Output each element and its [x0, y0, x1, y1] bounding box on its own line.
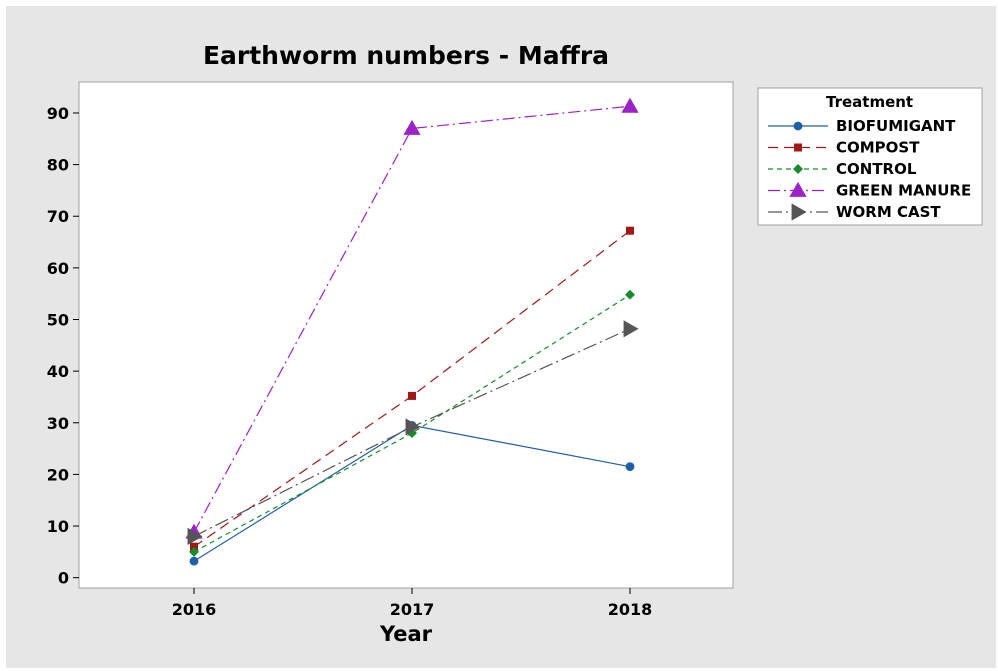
chart-figure: Earthworm numbers - Maffra 0 10 20 30 40 50 60…	[6, 6, 996, 668]
legend-marker	[789, 181, 807, 197]
series-compost	[190, 226, 634, 551]
x-tick-label: 2018	[608, 600, 653, 619]
data-point-green-manure	[403, 119, 421, 135]
data-point-worm-cast	[623, 320, 639, 338]
plot-area	[78, 81, 734, 589]
legend-marker	[793, 164, 803, 174]
series-group	[185, 97, 639, 566]
legend-label: WORM CAST	[836, 203, 941, 221]
y-tick-label: 10	[47, 517, 69, 536]
x-axis: 2016 2017 2018	[172, 588, 653, 619]
y-tick-label: 40	[47, 362, 69, 381]
legend-item-worm-cast: WORM CAST	[768, 203, 941, 221]
data-point-compost	[626, 226, 634, 235]
x-tick-label: 2017	[390, 600, 435, 619]
data-point-green-manure	[621, 97, 639, 113]
y-tick-label: 90	[47, 104, 69, 123]
legend-item-compost: COMPOST	[768, 139, 920, 157]
y-tick-label: 20	[47, 465, 69, 484]
chart-title: Earthworm numbers - Maffra	[203, 41, 609, 70]
legend-item-biofumigant: BIOFUMIGANT	[768, 117, 956, 135]
y-tick-label: 60	[47, 259, 69, 278]
legend-label: CONTROL	[836, 160, 917, 178]
series-worm-cast	[187, 320, 639, 545]
legend-item-green-manure: GREEN MANURE	[768, 182, 971, 200]
legend-label: COMPOST	[836, 139, 920, 157]
legend-marker	[794, 143, 802, 152]
series-line-green-manure	[193, 105, 631, 533]
y-tick-label: 30	[47, 414, 69, 433]
series-line-control	[193, 294, 631, 553]
legend-label: GREEN MANURE	[836, 182, 971, 200]
legend: Treatment BIOFUMIGANT COMPOST CONTROL GREEN…	[757, 87, 983, 226]
x-axis-title: Year	[379, 622, 433, 646]
y-tick-label: 80	[47, 156, 69, 175]
legend-items: BIOFUMIGANT COMPOST CONTROL GREEN MANURE WOR…	[768, 117, 971, 221]
y-tick-label: 70	[47, 207, 69, 226]
line-chart: Earthworm numbers - Maffra 0 10 20 30 40 50 60…	[47, 41, 983, 646]
data-point-compost	[190, 542, 198, 551]
legend-title: Treatment	[826, 93, 913, 111]
data-point-control	[189, 546, 199, 557]
data-point-biofumigant	[189, 556, 199, 566]
legend-marker	[791, 203, 807, 221]
data-point-compost	[408, 391, 416, 400]
x-tick-label: 2016	[172, 600, 217, 619]
legend-marker	[793, 121, 803, 131]
legend-item-control: CONTROL	[768, 160, 917, 178]
data-point-biofumigant	[625, 462, 635, 472]
data-point-worm-cast	[187, 527, 203, 545]
data-point-control	[625, 289, 635, 300]
legend-box	[757, 87, 983, 226]
legend-label: BIOFUMIGANT	[836, 117, 956, 135]
data-point-worm-cast	[405, 418, 421, 436]
y-tick-label: 0	[58, 569, 69, 588]
y-tick-label: 50	[47, 311, 69, 330]
y-axis: 0 10 20 30 40 50 60 70 80 90	[47, 104, 79, 588]
